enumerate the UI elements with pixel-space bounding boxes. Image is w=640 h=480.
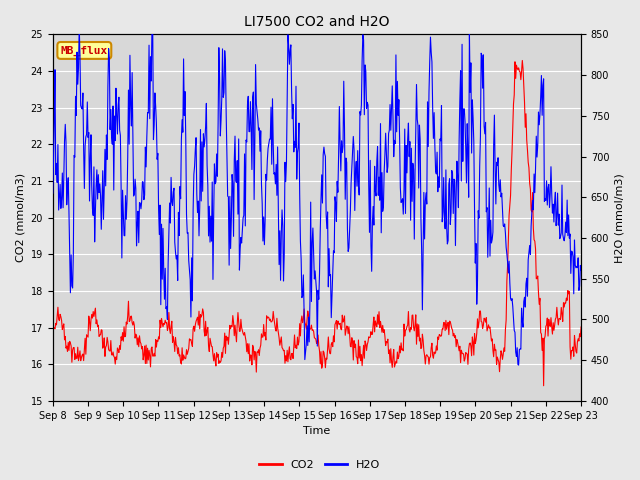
X-axis label: Time: Time (303, 426, 331, 436)
Y-axis label: H2O (mmol/m3): H2O (mmol/m3) (615, 173, 625, 263)
Y-axis label: CO2 (mmol/m3): CO2 (mmol/m3) (15, 173, 25, 262)
Title: LI7500 CO2 and H2O: LI7500 CO2 and H2O (244, 15, 390, 29)
Legend: CO2, H2O: CO2, H2O (255, 456, 385, 474)
Text: MB_flux: MB_flux (61, 45, 108, 56)
